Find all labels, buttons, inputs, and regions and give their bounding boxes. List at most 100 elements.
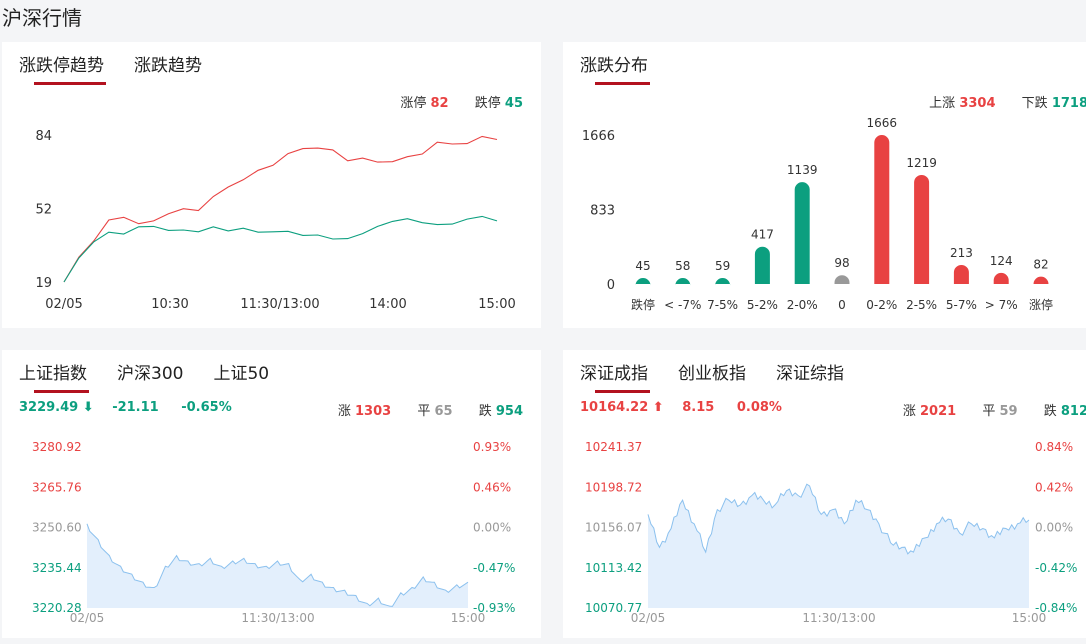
category-label: 7-5% xyxy=(707,298,738,312)
left-axis-label: 10241.37 xyxy=(585,440,642,454)
x-tick-label: 02/05 xyxy=(45,297,82,312)
limit-trend-card: 涨跌停趋势 涨跌趋势 涨停 82 跌停 45 84 52 19 02/05 10:30 1… xyxy=(2,42,541,328)
bar-value-label: 124 xyxy=(990,254,1013,268)
limit-down-line xyxy=(63,215,498,283)
left-axis-label: 3280.92 xyxy=(32,440,82,454)
y-tick-label: 19 xyxy=(35,276,52,291)
sh-flat-value: 65 xyxy=(434,404,453,419)
tab-distribution[interactable]: 涨跌分布 xyxy=(580,51,650,85)
bar-value-label: 82 xyxy=(1033,258,1048,272)
distribution-bar xyxy=(715,278,731,286)
sz-quote: 10164.22 ⬆ 8.15 0.08% xyxy=(580,400,782,415)
distribution-counts: 上涨 3304 下跌 1718 xyxy=(929,92,1086,111)
tab-csi300[interactable]: 沪深300 xyxy=(117,364,184,384)
category-label: 涨停 xyxy=(1029,297,1053,312)
tab-chinext[interactable]: 创业板指 xyxy=(678,364,746,384)
tab-updown-trend[interactable]: 涨跌趋势 xyxy=(134,56,202,76)
x-tick-label: 02/05 xyxy=(70,611,105,625)
sz-change: 8.15 xyxy=(682,400,715,415)
category-label: 0-2% xyxy=(866,298,897,312)
sh-breadth: 涨 1303 平 65 跌 954 xyxy=(338,400,523,419)
bar-value-label: 59 xyxy=(715,259,730,273)
y-tick-label: 833 xyxy=(590,204,615,219)
limit-up-label: 涨停 xyxy=(400,96,427,111)
up-value: 3304 xyxy=(959,96,996,111)
sz-intraday-chart: 10241.37 0.84% 10198.72 0.42% 10156.07 0.00% 1… xyxy=(585,440,1077,625)
price-line xyxy=(647,483,1030,555)
right-axis-label: 0.93% xyxy=(473,440,511,454)
category-label: > 7% xyxy=(985,298,1018,312)
bar-value-label: 98 xyxy=(834,256,849,270)
category-label: < -7% xyxy=(664,298,701,312)
limit-up-value: 82 xyxy=(430,96,449,111)
category-label: 0 xyxy=(838,298,846,312)
sz-down-value: 812 xyxy=(1060,404,1086,419)
category-label: 5-2% xyxy=(747,298,778,312)
x-tick-label: 14:00 xyxy=(369,297,406,312)
left-axis-label: 10113.42 xyxy=(585,561,642,575)
left-axis-label: 3265.76 xyxy=(32,480,82,494)
sz-price: 10164.22 xyxy=(580,400,649,415)
price-line xyxy=(86,523,469,607)
tab-sh-composite[interactable]: 上证指数 xyxy=(19,359,89,393)
sh-intraday-chart: 3280.92 0.93% 3265.76 0.46% 3250.60 0.00% 3235… xyxy=(32,440,515,625)
left-axis-label: 3220.28 xyxy=(32,601,82,615)
limit-up-line xyxy=(63,135,498,283)
sz-index-card: 深证成指 创业板指 深证综指 10164.22 ⬆ 8.15 0.08% 涨 2… xyxy=(563,350,1086,638)
down-label: 下跌 xyxy=(1021,96,1048,111)
y-tick-label: 0 xyxy=(607,278,615,293)
right-axis-label: -0.42% xyxy=(1035,561,1077,575)
up-arrow-icon: ⬆ xyxy=(652,400,664,415)
x-tick-label: 15:00 xyxy=(478,297,515,312)
right-axis-label: -0.84% xyxy=(1035,601,1077,615)
left-axis-label: 10070.77 xyxy=(585,601,642,615)
down-value: 1718 xyxy=(1051,96,1086,111)
bar-value-label: 45 xyxy=(635,259,650,273)
limit-trend-chart: 84 52 19 02/05 10:30 11:30/13:00 14:00 15:00 xyxy=(35,129,515,312)
tab-sse50[interactable]: 上证50 xyxy=(213,364,270,384)
y-tick-label: 52 xyxy=(35,203,52,218)
sh-change-pct: -0.65% xyxy=(181,400,232,415)
x-tick-label: 11:30/13:00 xyxy=(802,611,875,625)
bar-value-label: 1139 xyxy=(787,163,818,177)
tab-sz-component[interactable]: 深证成指 xyxy=(580,359,650,393)
x-tick-label: 11:30/13:00 xyxy=(240,297,319,312)
sh-quote: 3229.49 ⬇ -21.11 -0.65% xyxy=(19,400,232,415)
distribution-bar xyxy=(754,246,770,284)
bar-value-label: 1219 xyxy=(906,156,937,170)
sh-up-value: 1303 xyxy=(354,404,392,419)
price-area-fill xyxy=(648,484,1029,608)
x-tick-label: 02/05 xyxy=(631,611,666,625)
bar-value-label: 417 xyxy=(751,228,774,242)
sz-change-pct: 0.08% xyxy=(736,400,782,415)
distribution-bar xyxy=(794,182,810,284)
bar-value-label: 58 xyxy=(675,259,690,273)
bar-value-label: 1666 xyxy=(867,116,898,130)
page-title: 沪深行情 xyxy=(2,6,82,30)
left-axis-label: 3235.44 xyxy=(32,561,82,575)
sh-flat-label: 平 xyxy=(417,404,431,419)
distribution-bar xyxy=(635,278,651,286)
sh-price: 3229.49 xyxy=(19,400,79,415)
down-arrow-icon: ⬇ xyxy=(82,400,94,415)
sz-up-label: 涨 xyxy=(902,404,916,419)
distribution-bar xyxy=(953,264,969,284)
bar-value-label: 213 xyxy=(950,246,973,260)
distribution-bar xyxy=(914,174,930,284)
tab-sz-composite[interactable]: 深证综指 xyxy=(776,364,844,384)
sz-flat-value: 59 xyxy=(999,404,1018,419)
right-axis-label: -0.93% xyxy=(473,601,515,615)
x-tick-label: 15:00 xyxy=(1012,611,1047,625)
sz-flat-label: 平 xyxy=(982,404,996,419)
distribution-bar xyxy=(993,272,1009,284)
sh-change: -21.11 xyxy=(112,400,159,415)
distribution-bar xyxy=(834,275,850,284)
sh-up-label: 涨 xyxy=(337,404,351,419)
price-area-fill xyxy=(87,523,468,608)
tab-limit-trend[interactable]: 涨跌停趋势 xyxy=(19,51,106,85)
x-tick-label: 11:30/13:00 xyxy=(241,611,314,625)
sh-down-value: 954 xyxy=(495,404,523,419)
sh-down-label: 跌 xyxy=(478,404,492,419)
sh-index-card: 上证指数 沪深300 上证50 3229.49 ⬇ -21.11 -0.65% … xyxy=(2,350,541,638)
distribution-bar xyxy=(874,135,890,284)
